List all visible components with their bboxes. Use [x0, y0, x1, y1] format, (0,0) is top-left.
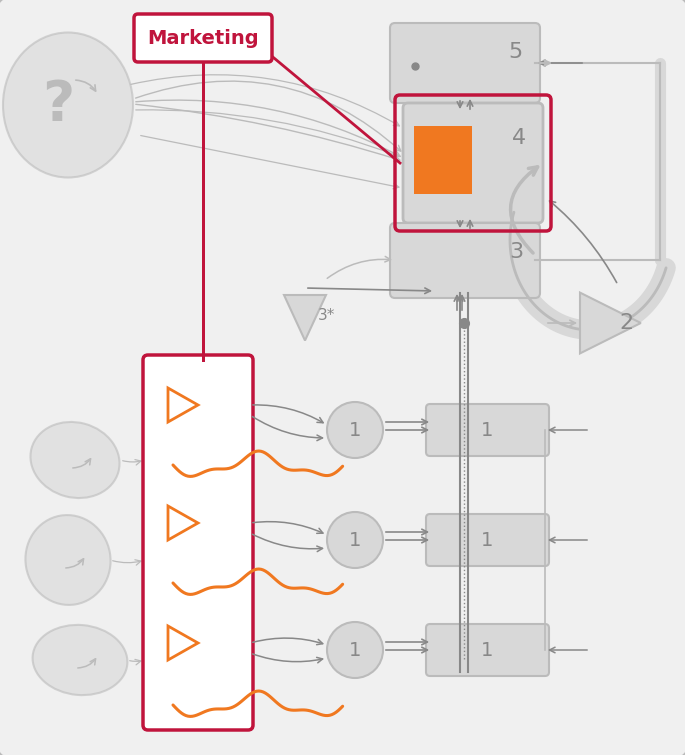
Text: 1: 1	[481, 640, 493, 660]
Text: 2: 2	[619, 313, 633, 333]
Text: Marketing: Marketing	[147, 29, 259, 48]
Text: 3: 3	[509, 242, 523, 262]
Polygon shape	[284, 295, 326, 341]
Ellipse shape	[25, 515, 110, 605]
FancyBboxPatch shape	[143, 355, 253, 730]
Text: 1: 1	[349, 421, 361, 439]
Ellipse shape	[33, 625, 127, 695]
FancyBboxPatch shape	[426, 624, 549, 676]
FancyBboxPatch shape	[414, 126, 472, 194]
Circle shape	[327, 512, 383, 568]
FancyBboxPatch shape	[426, 514, 549, 566]
Text: ?: ?	[42, 78, 74, 132]
FancyBboxPatch shape	[403, 103, 543, 223]
Text: 1: 1	[481, 421, 493, 439]
FancyBboxPatch shape	[134, 14, 272, 62]
Polygon shape	[580, 293, 640, 353]
Text: 3*: 3*	[319, 307, 336, 322]
Text: 1: 1	[349, 640, 361, 660]
Ellipse shape	[3, 32, 133, 177]
Circle shape	[327, 402, 383, 458]
Text: 1: 1	[481, 531, 493, 550]
Ellipse shape	[30, 422, 120, 498]
FancyBboxPatch shape	[390, 223, 540, 298]
Text: 4: 4	[512, 128, 526, 148]
FancyArrowPatch shape	[510, 167, 538, 253]
Circle shape	[327, 622, 383, 678]
Text: 1: 1	[349, 531, 361, 550]
FancyBboxPatch shape	[426, 404, 549, 456]
Text: 5: 5	[509, 42, 523, 62]
FancyBboxPatch shape	[390, 23, 540, 103]
